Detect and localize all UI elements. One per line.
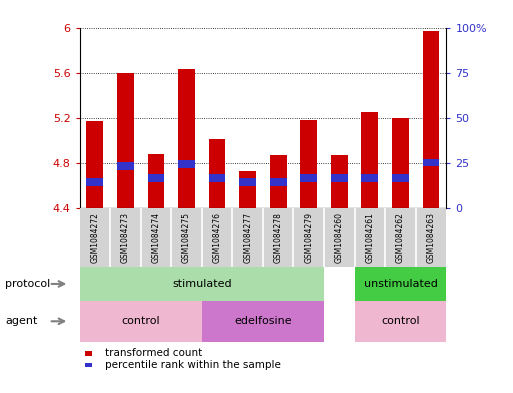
- Bar: [239, 171, 256, 208]
- Text: GSM1084277: GSM1084277: [243, 212, 252, 263]
- Text: stimulated: stimulated: [172, 279, 231, 289]
- Text: GSM1084273: GSM1084273: [121, 212, 130, 263]
- Bar: [209, 174, 226, 182]
- Bar: [331, 155, 348, 208]
- Bar: [354, 301, 446, 342]
- Bar: [80, 301, 202, 342]
- Text: agent: agent: [5, 316, 37, 326]
- Text: control: control: [381, 316, 420, 326]
- Bar: [300, 120, 317, 208]
- Bar: [300, 174, 317, 182]
- Text: GSM1084262: GSM1084262: [396, 212, 405, 263]
- Text: GSM1084279: GSM1084279: [304, 212, 313, 263]
- Text: control: control: [122, 316, 160, 326]
- Bar: [423, 31, 440, 208]
- Bar: [270, 178, 287, 186]
- Bar: [331, 174, 348, 182]
- Text: GSM1084260: GSM1084260: [335, 212, 344, 263]
- Text: edelfosine: edelfosine: [234, 316, 292, 326]
- Text: GSM1084272: GSM1084272: [90, 212, 100, 263]
- Bar: [239, 178, 256, 186]
- Bar: [148, 174, 164, 182]
- Bar: [270, 155, 287, 208]
- Text: unstimulated: unstimulated: [364, 279, 438, 289]
- Text: protocol: protocol: [5, 279, 50, 289]
- Text: transformed count: transformed count: [105, 348, 203, 358]
- Bar: [209, 140, 226, 208]
- Bar: [178, 160, 195, 168]
- Text: GSM1084261: GSM1084261: [365, 212, 374, 263]
- Bar: [86, 121, 103, 208]
- Bar: [178, 69, 195, 208]
- Bar: [392, 174, 409, 182]
- Bar: [117, 73, 134, 208]
- Text: GSM1084275: GSM1084275: [182, 212, 191, 263]
- Bar: [86, 178, 103, 186]
- Bar: [354, 267, 446, 301]
- Text: percentile rank within the sample: percentile rank within the sample: [105, 360, 281, 370]
- Bar: [423, 159, 440, 167]
- Bar: [202, 301, 324, 342]
- Bar: [392, 118, 409, 208]
- Bar: [117, 162, 134, 170]
- Text: GSM1084276: GSM1084276: [212, 212, 222, 263]
- Bar: [80, 267, 324, 301]
- Text: GSM1084278: GSM1084278: [274, 212, 283, 263]
- Text: GSM1084263: GSM1084263: [426, 212, 436, 263]
- Bar: [362, 112, 378, 208]
- Text: GSM1084274: GSM1084274: [151, 212, 161, 263]
- Bar: [148, 154, 164, 208]
- Bar: [362, 174, 378, 182]
